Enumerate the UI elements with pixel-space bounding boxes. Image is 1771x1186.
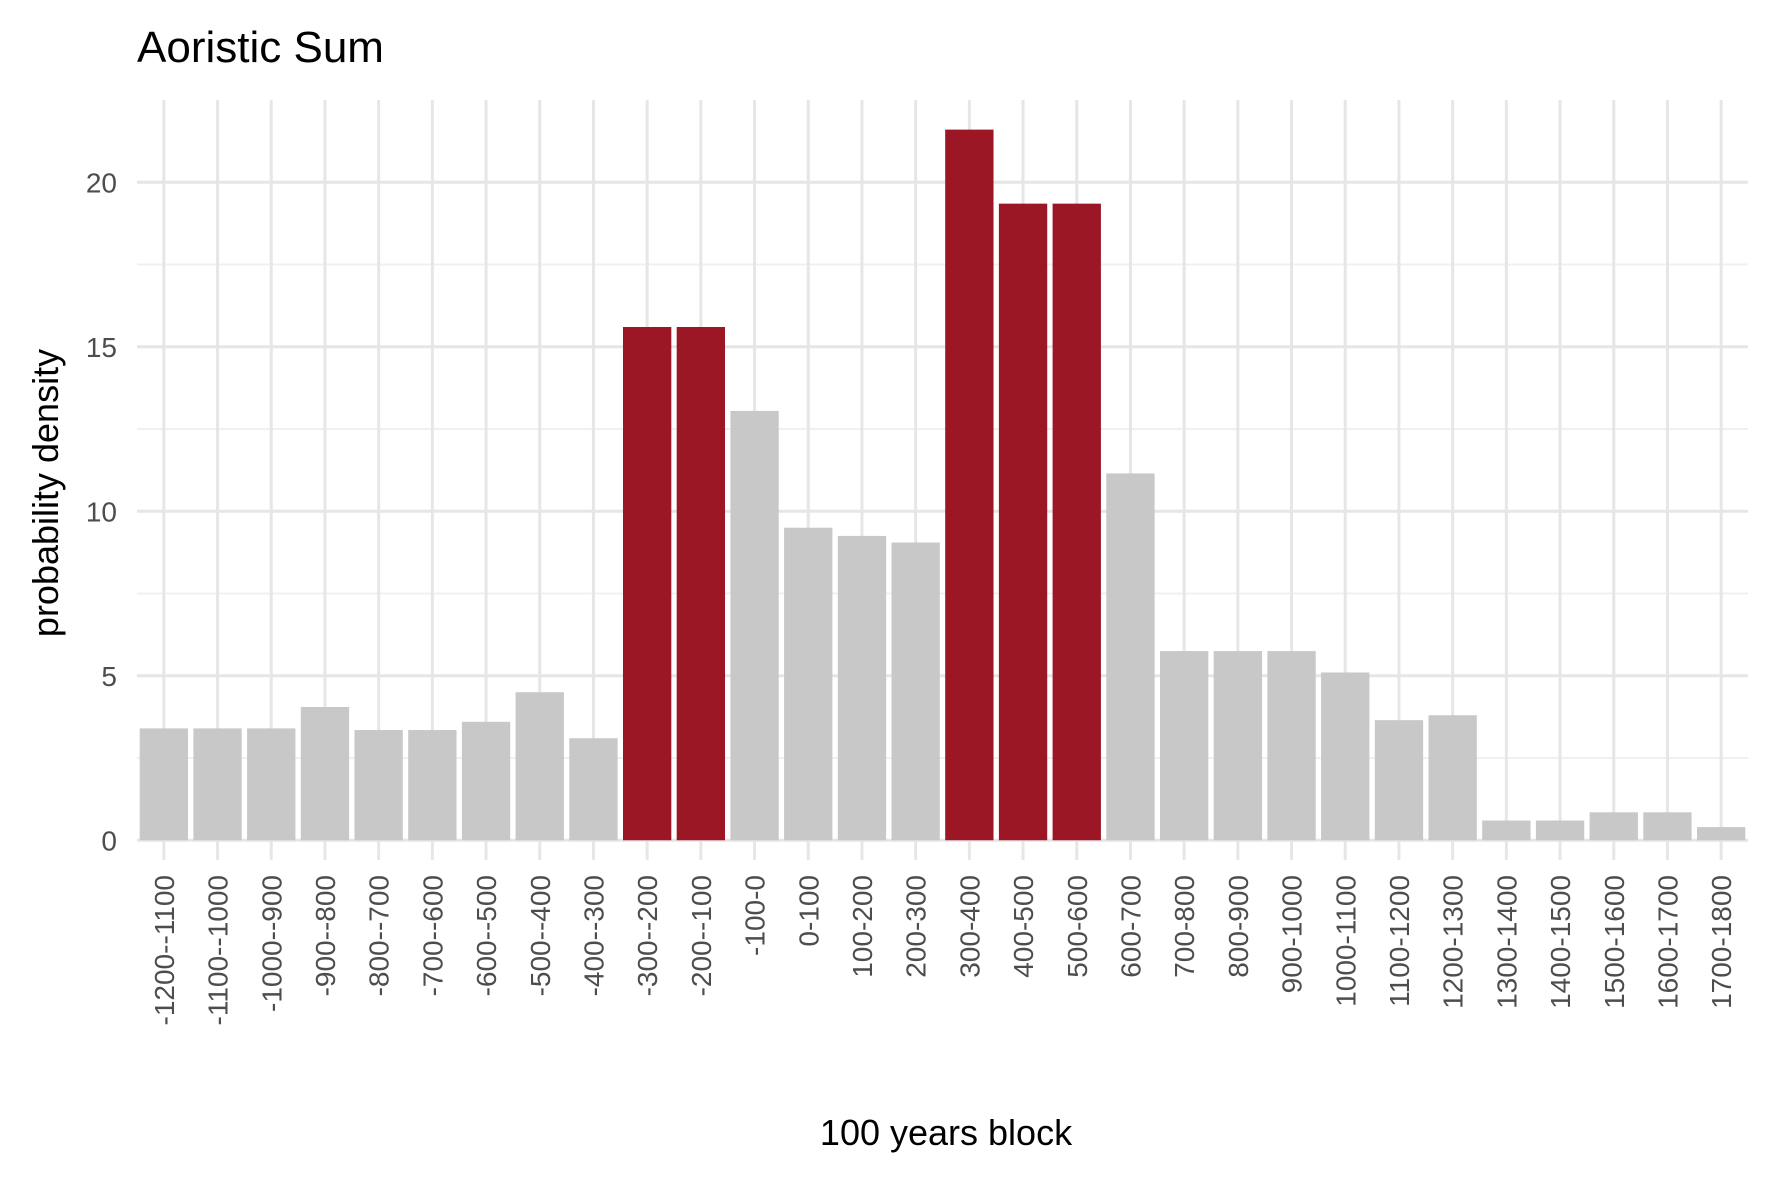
bar — [1159, 651, 1209, 841]
x-tick-label: 1500-1600 — [1599, 875, 1630, 1009]
x-tick-label: -1000--900 — [256, 875, 287, 1012]
y-axis-title: probability density — [25, 349, 66, 637]
y-tick-label: 5 — [101, 661, 117, 692]
y-tick-label: 15 — [86, 332, 117, 363]
x-tick-label: -300--200 — [632, 875, 663, 996]
x-tick-label: 900-1000 — [1277, 875, 1308, 993]
bar — [730, 410, 779, 841]
x-tick-label: -400--300 — [578, 875, 609, 996]
bar — [300, 707, 350, 841]
chart-title: Aoristic Sum — [137, 23, 384, 72]
bar — [1213, 651, 1263, 841]
y-tick-label: 10 — [86, 496, 117, 527]
bar — [139, 728, 189, 841]
x-tick-label: 400-500 — [1008, 875, 1039, 978]
x-tick-label: -600--500 — [471, 875, 502, 996]
x-tick-label: 1100-1200 — [1384, 875, 1415, 1007]
bar — [247, 728, 296, 841]
x-axis-ticks: -1200--1100 -1100--1000 -1000--900 -900--80… — [149, 875, 1737, 1025]
y-tick-label: 20 — [86, 167, 117, 198]
x-tick-label: 1200-1300 — [1438, 875, 1469, 1009]
x-tick-label: -700--600 — [417, 875, 448, 996]
bar — [1696, 827, 1746, 841]
x-axis-title: 100 years block — [820, 1112, 1073, 1153]
bar — [1589, 812, 1638, 841]
x-tick-label: -1100--1000 — [203, 875, 234, 1025]
bar — [784, 527, 833, 841]
y-axis-ticks: 0 5 10 15 20 — [86, 167, 117, 856]
x-tick-label: -100-0 — [740, 875, 771, 956]
x-tick-label: 1600-1700 — [1652, 875, 1683, 1009]
bar — [354, 730, 403, 841]
x-tick-label: 600-700 — [1115, 875, 1146, 978]
x-tick-label: 1000-1100 — [1330, 875, 1361, 1007]
x-tick-label: 500-600 — [1062, 875, 1093, 978]
bar — [569, 738, 618, 841]
x-tick-label: -1200--1100 — [149, 875, 180, 1025]
bar — [408, 730, 457, 841]
y-tick-label: 0 — [101, 825, 117, 856]
x-tick-label: 200-300 — [901, 875, 932, 978]
x-tick-label: -900--800 — [310, 875, 341, 996]
bar — [1267, 651, 1316, 841]
bar — [1643, 812, 1692, 841]
bar — [1482, 820, 1531, 841]
x-tick-label: 800-900 — [1223, 875, 1254, 978]
highlighted-bar — [998, 203, 1048, 841]
x-tick-label: -500--400 — [525, 875, 556, 996]
x-tick-label: 0-100 — [793, 875, 824, 947]
x-tick-label: 100-200 — [847, 875, 878, 978]
highlighted-bar — [622, 327, 672, 841]
x-tick-label: 300-400 — [954, 875, 985, 978]
x-tick-label: 1400-1500 — [1545, 875, 1576, 1009]
bar — [1535, 820, 1585, 841]
bar — [1106, 473, 1155, 841]
x-tick-label: -200--100 — [686, 875, 717, 996]
highlighted-bar — [676, 327, 726, 841]
bar — [193, 728, 242, 841]
bar — [837, 535, 887, 841]
bar — [1374, 720, 1424, 841]
highlighted-bar — [1052, 203, 1101, 841]
x-tick-label: 700-800 — [1169, 875, 1200, 978]
x-tick-label: -800--700 — [364, 875, 395, 996]
bar — [1428, 715, 1477, 841]
bar — [1321, 672, 1370, 841]
bar — [891, 542, 940, 841]
highlighted-bar — [945, 129, 994, 841]
bar — [515, 692, 564, 841]
bar-layer — [139, 129, 1746, 841]
bar — [461, 721, 511, 841]
x-tick-label: 1700-1800 — [1706, 875, 1737, 1009]
x-tick-label: 1300-1400 — [1491, 875, 1522, 1009]
